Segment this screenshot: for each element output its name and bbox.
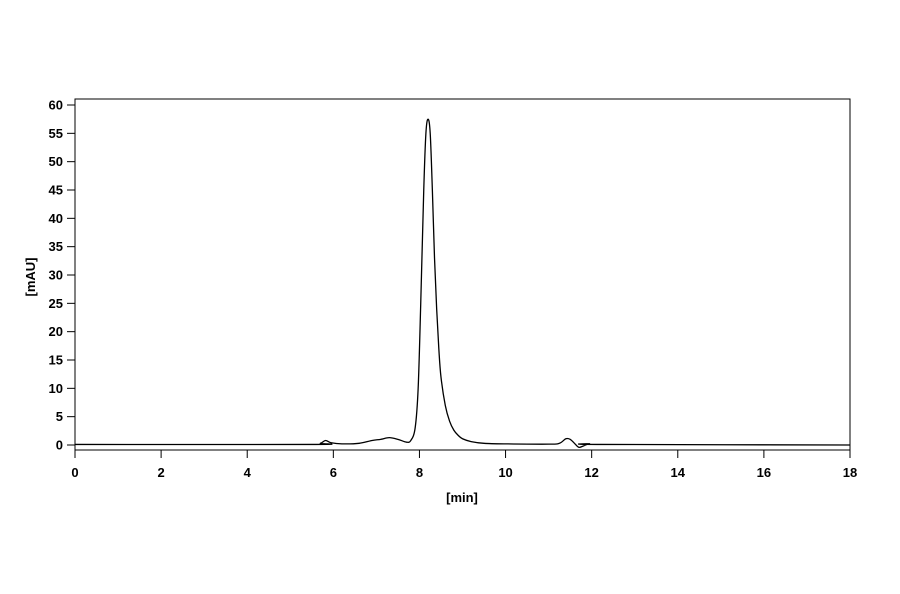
x-tick-label: 8 — [416, 465, 423, 480]
y-tick-label: 60 — [49, 98, 63, 113]
x-tick-label: 0 — [71, 465, 78, 480]
y-tick-label: 45 — [49, 183, 63, 198]
x-tick-label: 12 — [584, 465, 598, 480]
y-tick-label: 20 — [49, 324, 63, 339]
y-tick-label: 35 — [49, 239, 63, 254]
y-tick-label: 30 — [49, 268, 63, 283]
y-tick-label: 10 — [49, 381, 63, 396]
y-tick-label: 40 — [49, 211, 63, 226]
y-tick-label: 5 — [56, 409, 63, 424]
y-tick-label: 55 — [49, 126, 63, 141]
y-axis-label: [mAU] — [23, 258, 38, 297]
x-axis-label: [min] — [446, 490, 478, 505]
x-tick-label: 2 — [157, 465, 164, 480]
x-tick-label: 14 — [671, 465, 686, 480]
series-line — [74, 118, 851, 449]
y-tick-label: 50 — [49, 154, 63, 169]
y-tick-label: 25 — [49, 296, 63, 311]
x-tick-label: 10 — [498, 465, 512, 480]
x-tick-label: 18 — [843, 465, 857, 480]
x-tick-label: 16 — [757, 465, 771, 480]
y-tick-label: 15 — [49, 353, 63, 368]
x-tick-label: 6 — [330, 465, 337, 480]
plot-frame — [74, 98, 851, 451]
y-tick-label: 0 — [56, 438, 63, 453]
x-tick-label: 4 — [244, 465, 252, 480]
